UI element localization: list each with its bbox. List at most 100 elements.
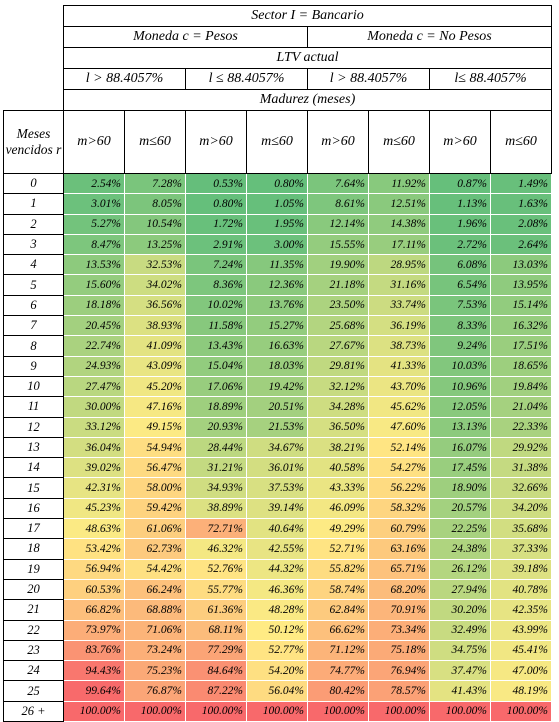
value-cell: 25.68% <box>307 315 369 337</box>
col-header: m≤60 <box>368 110 430 174</box>
value-cell: 73.97% <box>63 619 125 641</box>
value-cell: 48.28% <box>246 599 308 621</box>
value-cell: 66.82% <box>63 599 125 621</box>
value-cell: 37.33% <box>490 538 552 560</box>
value-cell: 0.87% <box>429 172 491 195</box>
value-cell: 1.49% <box>490 172 552 195</box>
value-cell: 50.12% <box>246 619 308 641</box>
value-cell: 100.00% <box>368 700 430 722</box>
value-cell: 32.49% <box>429 619 491 641</box>
value-cell: 100.00% <box>63 700 125 722</box>
value-cell: 1.05% <box>246 193 308 215</box>
value-cell: 45.41% <box>490 639 552 662</box>
value-cell: 7.64% <box>307 172 369 195</box>
value-cell: 73.34% <box>368 619 430 641</box>
table-row: 25 99.64% 76.87% 87.22% 56.04% 80.42% 78.57% 41… <box>3 680 552 702</box>
value-cell: 12.51% <box>368 193 430 215</box>
row-label: 14 <box>3 457 64 479</box>
row-label: 9 <box>3 355 64 377</box>
table-row: 23 83.76% 73.24% 77.29% 52.77% 71.12% 75.18% 34… <box>3 639 552 662</box>
value-cell: 40.78% <box>490 578 552 601</box>
currency-header-no-pesos: Moneda c = No Pesos <box>307 26 552 48</box>
col-header: m>60 <box>307 110 369 174</box>
value-cell: 39.02% <box>63 457 125 479</box>
value-cell: 8.36% <box>185 274 247 296</box>
value-cell: 6.54% <box>429 274 491 296</box>
value-cell: 28.44% <box>185 436 247 459</box>
value-cell: 76.94% <box>368 660 430 682</box>
value-cell: 54.42% <box>124 558 186 580</box>
table-row: 12 33.12% 49.15% 20.93% 21.53% 36.50% 47.60% 13… <box>3 416 552 438</box>
row-label: 21 <box>3 599 64 621</box>
value-cell: 76.87% <box>124 680 186 702</box>
value-cell: 41.33% <box>368 355 430 377</box>
value-cell: 29.81% <box>307 355 369 377</box>
value-cell: 46.09% <box>307 497 369 520</box>
corner-blank <box>4 6 64 27</box>
value-cell: 15.27% <box>246 315 308 337</box>
value-cell: 10.02% <box>185 294 247 317</box>
ltv-group-3: l > 88.4057% <box>307 68 430 90</box>
value-cell: 12.05% <box>429 396 491 418</box>
row-label: 0 <box>3 172 64 195</box>
value-cell: 7.24% <box>185 254 247 276</box>
value-cell: 34.93% <box>185 477 247 499</box>
pd-heatmap-table: Sector I = Bancario Moneda c = Pesos Mon… <box>3 5 552 722</box>
value-cell: 15.04% <box>185 355 247 377</box>
value-cell: 34.02% <box>124 274 186 296</box>
value-cell: 36.56% <box>124 294 186 317</box>
value-cell: 13.76% <box>246 294 308 317</box>
value-cell: 13.03% <box>490 254 552 276</box>
value-cell: 36.19% <box>368 315 430 337</box>
value-cell: 47.00% <box>490 660 552 682</box>
value-cell: 100.00% <box>307 700 369 722</box>
value-cell: 62.84% <box>307 599 369 621</box>
value-cell: 1.95% <box>246 213 308 235</box>
row-label: 20 <box>3 578 64 601</box>
value-cell: 46.36% <box>246 578 308 601</box>
value-cell: 80.42% <box>307 680 369 702</box>
value-cell: 68.88% <box>124 599 186 621</box>
value-cell: 17.06% <box>185 375 247 398</box>
col-header: m>60 <box>185 110 247 174</box>
value-cell: 33.12% <box>63 416 125 438</box>
sector-header: Sector I = Bancario <box>63 5 552 27</box>
value-cell: 0.53% <box>185 172 247 195</box>
value-cell: 61.06% <box>124 518 186 540</box>
value-cell: 40.58% <box>307 457 369 479</box>
value-cell: 16.07% <box>429 436 491 459</box>
value-cell: 65.71% <box>368 558 430 580</box>
value-cell: 83.76% <box>63 639 125 662</box>
value-cell: 13.13% <box>429 416 491 438</box>
value-cell: 55.77% <box>185 578 247 601</box>
value-cell: 54.27% <box>368 457 430 479</box>
table-row: 22 73.97% 71.06% 68.11% 50.12% 66.62% 73.34% 32… <box>3 619 552 641</box>
corner-blank <box>4 90 64 111</box>
value-cell: 28.95% <box>368 254 430 276</box>
value-cell: 45.62% <box>368 396 430 418</box>
value-cell: 61.36% <box>185 599 247 621</box>
value-cell: 100.00% <box>490 700 552 722</box>
value-cell: 32.53% <box>124 254 186 276</box>
value-cell: 17.51% <box>490 335 552 357</box>
value-cell: 18.89% <box>185 396 247 418</box>
value-cell: 32.66% <box>490 477 552 499</box>
value-cell: 40.64% <box>246 518 308 540</box>
maturity-header: Madurez (meses) <box>63 89 552 111</box>
value-cell: 66.62% <box>307 619 369 641</box>
value-cell: 45.23% <box>63 497 125 520</box>
value-cell: 30.00% <box>63 396 125 418</box>
value-cell: 6.08% <box>429 254 491 276</box>
value-cell: 24.93% <box>63 355 125 377</box>
value-cell: 55.82% <box>307 558 369 580</box>
col-header: m>60 <box>63 110 125 174</box>
value-cell: 20.51% <box>246 396 308 418</box>
table-row: 10 27.47% 45.20% 17.06% 19.42% 32.12% 43.70% 10… <box>3 375 552 398</box>
table-row: 26 +100.00% 100.00% 100.00% 100.00% 100.00% 1… <box>3 700 552 722</box>
value-cell: 62.73% <box>124 538 186 560</box>
value-cell: 14.38% <box>368 213 430 235</box>
row-label: 8 <box>3 335 64 357</box>
value-cell: 52.77% <box>246 639 308 662</box>
row-label: 1 <box>3 193 64 215</box>
value-cell: 13.43% <box>185 335 247 357</box>
